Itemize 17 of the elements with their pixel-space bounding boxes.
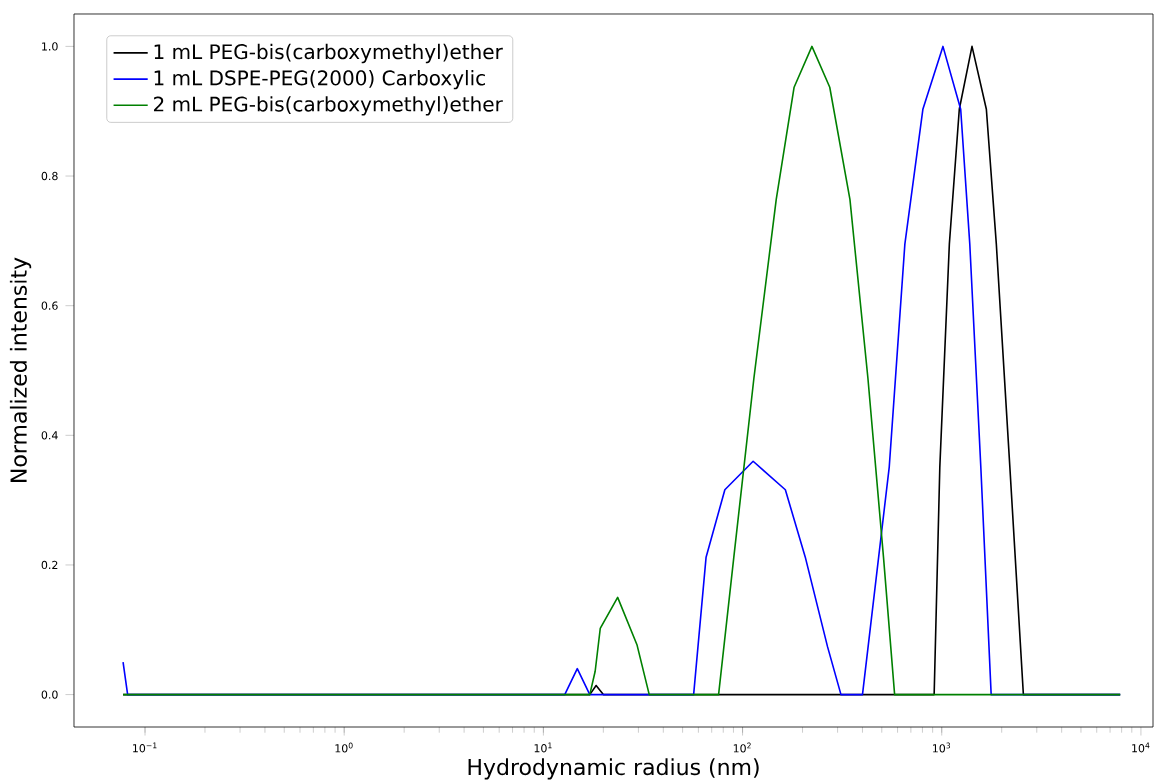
legend-label: 1 mL PEG-bis(carboxymethyl)ether bbox=[154, 43, 503, 64]
y-tick-label: 0.2 bbox=[41, 560, 58, 570]
y-axis-title: Normalized intensity bbox=[9, 257, 32, 482]
x-tick-label: 10$^{4}$ bbox=[1132, 742, 1150, 753]
y-tick-label: 0.0 bbox=[41, 690, 58, 699]
x-tick-label: 10$^{2}$ bbox=[733, 742, 751, 753]
x-tick-label: 10$^{0}$ bbox=[335, 742, 353, 753]
legend-label: 1 mL DSPE-PEG(2000) Carboxylic bbox=[154, 69, 485, 90]
y-tick-label: 0.4 bbox=[41, 431, 58, 440]
y-tick-label: 1.0 bbox=[42, 42, 58, 51]
y-tick-label: 0.8 bbox=[41, 171, 58, 181]
y-tick-label: 0.6 bbox=[41, 301, 58, 310]
x-axis-title: Hydrodynamic radius (nm) bbox=[468, 758, 759, 780]
x-tick-label: 10$^{1}$ bbox=[534, 742, 552, 753]
x-tick-label: 10$^{−1}$ bbox=[133, 742, 157, 753]
x-tick-label: 10$^{3}$ bbox=[933, 742, 951, 753]
legend-label: 2 mL PEG-bis(carboxymethyl)ether bbox=[153, 96, 503, 116]
